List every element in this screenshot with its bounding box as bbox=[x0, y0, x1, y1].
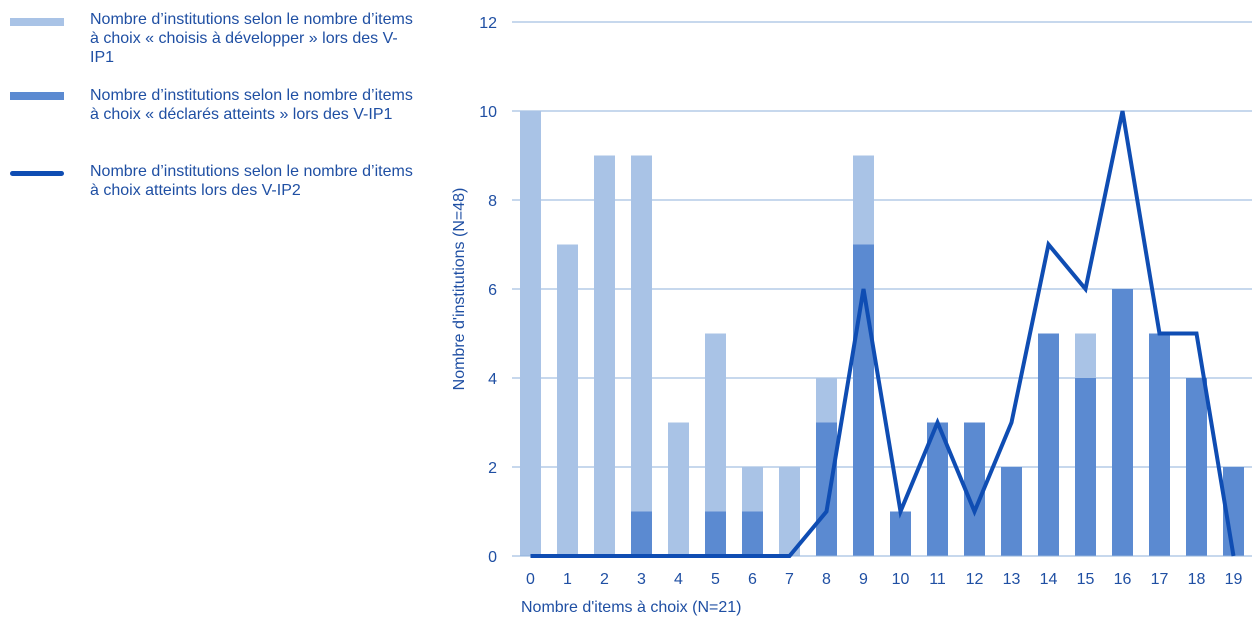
bar-declares bbox=[1186, 378, 1207, 556]
line-vip2 bbox=[530, 110, 1236, 558]
y-tick-label: 4 bbox=[488, 371, 497, 388]
y-tick-label: 12 bbox=[479, 15, 497, 32]
x-tick-label: 13 bbox=[1003, 571, 1021, 588]
x-tick-label: 4 bbox=[674, 571, 683, 588]
legend-label-vip2: Nombre d’institutions selon le nombre d’… bbox=[90, 163, 413, 199]
legend-swatch-dark-bar bbox=[10, 92, 64, 100]
x-tick-label: 17 bbox=[1151, 571, 1169, 588]
x-tick-label: 19 bbox=[1225, 571, 1243, 588]
bar-choisis bbox=[779, 467, 800, 556]
y-tick-label: 10 bbox=[479, 104, 497, 121]
bar-declares bbox=[1001, 467, 1022, 556]
y-tick-label: 6 bbox=[488, 282, 497, 299]
bar-choisis bbox=[668, 422, 689, 556]
x-tick-label: 6 bbox=[748, 571, 757, 588]
bar-declares bbox=[890, 511, 911, 556]
x-tick-label: 5 bbox=[711, 571, 720, 588]
x-tick-label: 7 bbox=[785, 571, 794, 588]
x-tick-label: 0 bbox=[526, 571, 535, 588]
bar-declares bbox=[1075, 378, 1096, 556]
x-axis-title: Nombre d'items à choix (N=21) bbox=[521, 599, 741, 616]
x-tick-label: 14 bbox=[1040, 571, 1058, 588]
x-tick-label: 2 bbox=[600, 571, 609, 588]
bar-choisis bbox=[557, 244, 578, 556]
y-axis-title: Nombre d'institutions (N=48) bbox=[451, 188, 468, 391]
bar-choisis bbox=[631, 155, 652, 556]
legend-item-vip2: Nombre d’institutions selon le nombre d’… bbox=[8, 162, 428, 222]
legend-item-declares: Nombre d’institutions selon le nombre d’… bbox=[8, 86, 428, 162]
bar-declares bbox=[816, 422, 837, 556]
x-tick-label: 9 bbox=[859, 571, 868, 588]
y-tick-label: 2 bbox=[488, 460, 497, 477]
x-tick-label: 16 bbox=[1114, 571, 1132, 588]
x-tick-label: 10 bbox=[892, 571, 910, 588]
bar-declares bbox=[631, 511, 652, 556]
legend-label-declares: Nombre d’institutions selon le nombre d’… bbox=[90, 87, 413, 123]
bar-declares bbox=[1112, 289, 1133, 556]
bar-declares bbox=[1149, 333, 1170, 556]
x-tick-label: 18 bbox=[1188, 571, 1206, 588]
bar-declares bbox=[705, 511, 726, 556]
x-tick-label: 11 bbox=[929, 571, 946, 588]
legend-swatch-light-bar bbox=[10, 18, 64, 26]
x-tick-label: 15 bbox=[1077, 571, 1095, 588]
bar-declares bbox=[964, 422, 985, 556]
bar-declares bbox=[1038, 333, 1059, 556]
x-tick-label: 1 bbox=[563, 571, 572, 588]
legend-label-choisis: Nombre d’institutions selon le nombre d’… bbox=[90, 11, 413, 66]
chart-legend: Nombre d’institutions selon le nombre d’… bbox=[8, 10, 428, 222]
y-tick-label: 8 bbox=[488, 193, 497, 210]
bar-choisis bbox=[705, 333, 726, 556]
x-tick-label: 3 bbox=[637, 571, 646, 588]
y-tick-label: 0 bbox=[488, 549, 497, 566]
legend-item-choisis: Nombre d’institutions selon le nombre d’… bbox=[8, 10, 428, 86]
bar-choisis bbox=[520, 111, 541, 556]
bar-declares bbox=[742, 511, 763, 556]
legend-swatch-line bbox=[10, 171, 64, 176]
x-tick-label: 12 bbox=[966, 571, 984, 588]
bar-choisis bbox=[594, 155, 615, 556]
bar-declares bbox=[927, 422, 948, 556]
x-tick-label: 8 bbox=[822, 571, 831, 588]
